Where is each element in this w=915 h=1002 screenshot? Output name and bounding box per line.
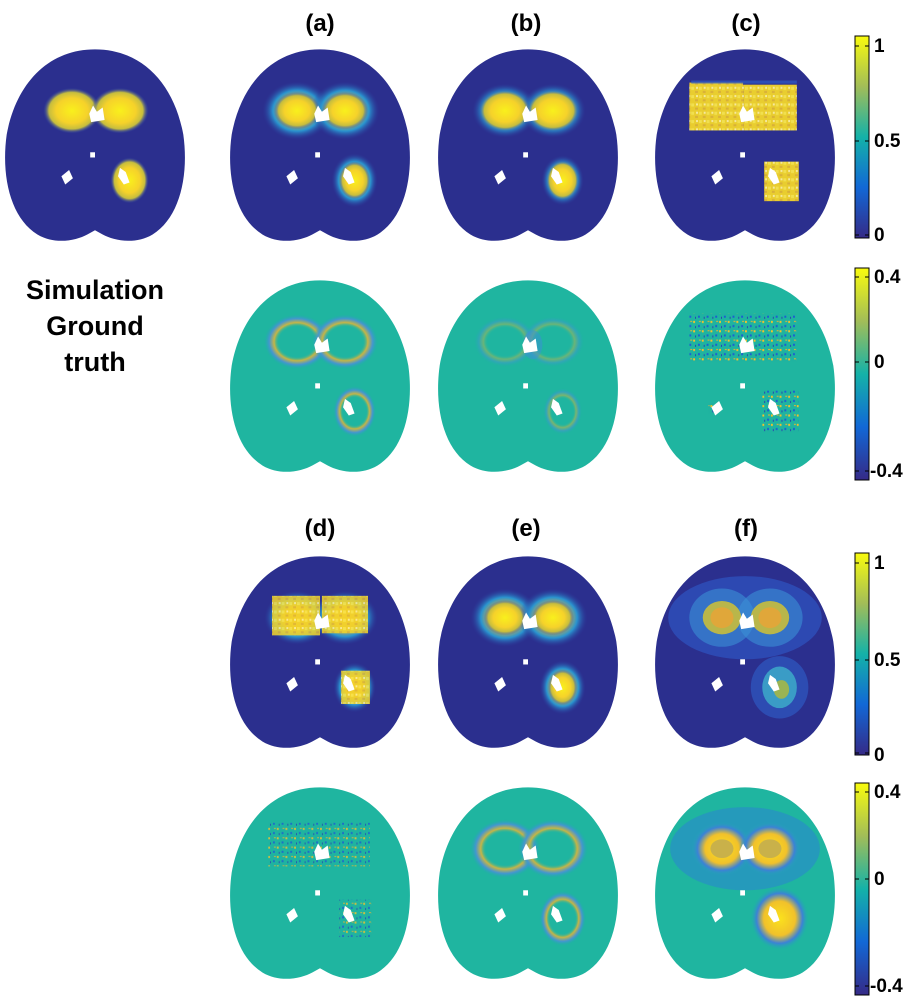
panel-label-d: (d) <box>304 515 336 542</box>
error-a <box>230 280 410 472</box>
ground-truth-image <box>5 49 185 241</box>
image-a <box>230 49 410 241</box>
image-d <box>230 556 410 748</box>
cbar1-mid: 0.5 <box>874 131 901 152</box>
colorbar-4 <box>854 782 870 996</box>
error-f <box>655 787 835 979</box>
panel-label-a: (a) <box>305 10 335 37</box>
panel-label-e: (e) <box>511 515 541 542</box>
cbar2-min: -0.4 <box>870 461 903 482</box>
image-f <box>655 556 835 748</box>
side-label-line-3: truth <box>64 347 126 377</box>
cbar2-max: 0.4 <box>874 267 901 288</box>
cbar1-max: 1 <box>874 36 885 57</box>
cbar2-mid: 0 <box>874 352 885 373</box>
cbar3-min: 0 <box>874 745 885 766</box>
error-b <box>438 280 618 472</box>
image-c <box>655 49 835 241</box>
image-b <box>438 49 618 241</box>
colorbar-2 <box>854 267 870 481</box>
panel-label-f: (f) <box>734 515 758 542</box>
cbar4-mid: 0 <box>874 869 885 890</box>
colorbar-1 <box>854 35 870 239</box>
cbar3-mid: 0.5 <box>874 650 901 671</box>
cbar4-min: -0.4 <box>870 976 903 997</box>
image-e <box>438 556 618 748</box>
panel-label-c: (c) <box>731 10 761 37</box>
side-label-line-1: Simulation <box>25 275 164 305</box>
error-c <box>655 280 835 472</box>
cbar4-max: 0.4 <box>874 782 901 803</box>
panel-label-b: (b) <box>510 10 542 37</box>
error-d <box>230 787 410 979</box>
side-label-line-2: Ground <box>46 311 144 341</box>
cbar3-max: 1 <box>874 553 885 574</box>
ground-truth-label: Simulation Ground truth <box>0 272 190 380</box>
cbar1-min: 0 <box>874 225 885 246</box>
error-e <box>438 787 618 979</box>
colorbar-3 <box>854 552 870 756</box>
